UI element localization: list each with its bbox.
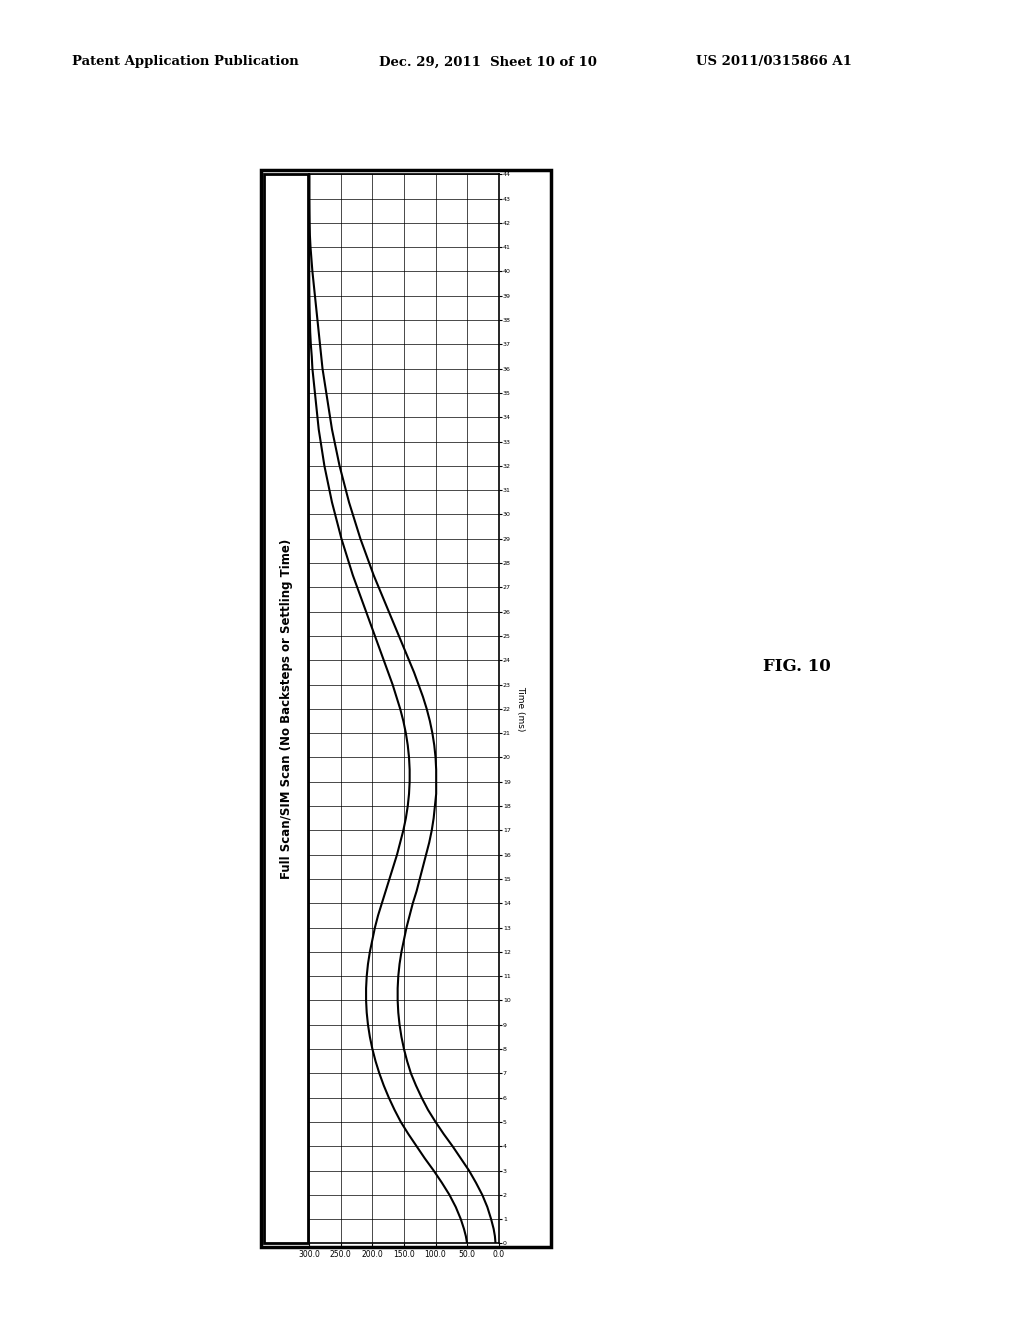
Text: FIG. 10: FIG. 10	[763, 659, 830, 675]
Text: Full Scan/SIM Scan (No Backsteps or Settling Time): Full Scan/SIM Scan (No Backsteps or Sett…	[280, 539, 293, 879]
Text: Dec. 29, 2011  Sheet 10 of 10: Dec. 29, 2011 Sheet 10 of 10	[379, 55, 597, 69]
Text: US 2011/0315866 A1: US 2011/0315866 A1	[696, 55, 852, 69]
Y-axis label: Time (ms): Time (ms)	[516, 686, 525, 731]
Text: Patent Application Publication: Patent Application Publication	[72, 55, 298, 69]
